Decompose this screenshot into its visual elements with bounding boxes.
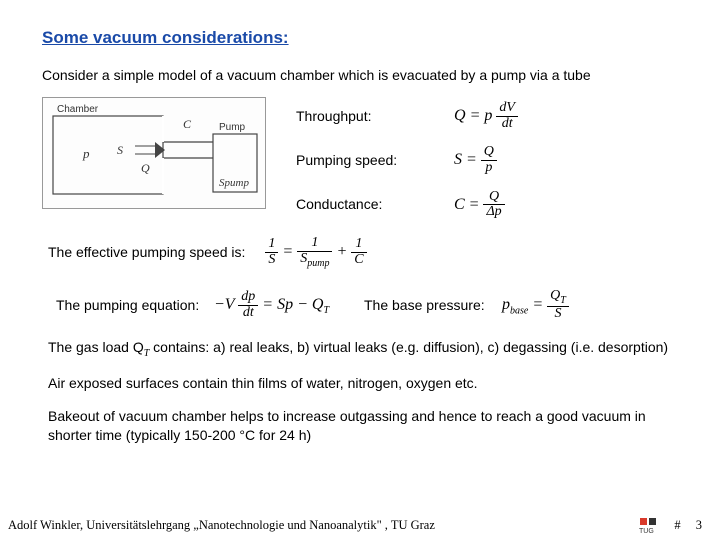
- pumping-speed-label: Pumping speed:: [296, 151, 416, 170]
- pumping-speed-formula: S = Qp: [454, 145, 497, 175]
- conductance-formula: C = QΔp: [454, 190, 505, 220]
- effective-speed-row: The effective pumping speed is: 1S = 1Sp…: [48, 236, 678, 269]
- page-number: # 3: [674, 518, 708, 533]
- base-pressure-label: The base pressure:: [364, 296, 502, 315]
- base-pressure-formula: pbase = QTS: [502, 289, 569, 322]
- def-throughput: Throughput: Q = p dVdt: [296, 101, 518, 131]
- svg-text:Chamber: Chamber: [57, 104, 99, 115]
- footer-text: Adolf Winkler, Universitätslehrgang „Nan…: [8, 518, 435, 533]
- throughput-formula: Q = p dVdt: [454, 101, 518, 131]
- intro-text: Consider a simple model of a vacuum cham…: [42, 66, 678, 85]
- tug-logo-icon: TUG: [636, 516, 664, 534]
- bakeout-text: Bakeout of vacuum chamber helps to incre…: [48, 407, 678, 445]
- pumping-base-row: The pumping equation: −V dpdt = Sp − QT …: [56, 289, 678, 322]
- gas-load-text: The gas load QT contains: a) real leaks,…: [48, 338, 678, 360]
- svg-text:Pump: Pump: [219, 122, 246, 133]
- definitions-row: Chamber p S Q C Pump Spump Throughput: Q…: [42, 97, 678, 220]
- footer: Adolf Winkler, Universitätslehrgang „Nan…: [8, 516, 708, 534]
- throughput-label: Throughput:: [296, 107, 416, 126]
- svg-text:S: S: [117, 143, 123, 157]
- svg-text:C: C: [183, 117, 192, 131]
- definitions-list: Throughput: Q = p dVdt Pumping speed: S …: [296, 97, 518, 220]
- conductance-label: Conductance:: [296, 195, 416, 214]
- slide-title: Some vacuum considerations:: [42, 28, 678, 48]
- chamber-diagram: Chamber p S Q C Pump Spump: [42, 97, 266, 209]
- def-conductance: Conductance: C = QΔp: [296, 190, 518, 220]
- def-pumping-speed: Pumping speed: S = Qp: [296, 145, 518, 175]
- effective-formula: 1S = 1Spump + 1C: [265, 236, 366, 269]
- svg-text:Spump: Spump: [219, 177, 249, 189]
- air-surfaces-text: Air exposed surfaces contain thin films …: [48, 374, 678, 393]
- svg-text:TUG: TUG: [639, 528, 654, 534]
- svg-text:p: p: [82, 146, 90, 161]
- pumping-eq-formula: −V dpdt = Sp − QT: [214, 290, 364, 320]
- svg-text:Q: Q: [141, 161, 150, 175]
- effective-label: The effective pumping speed is:: [48, 243, 245, 262]
- pumping-eq-label: The pumping equation:: [56, 296, 214, 315]
